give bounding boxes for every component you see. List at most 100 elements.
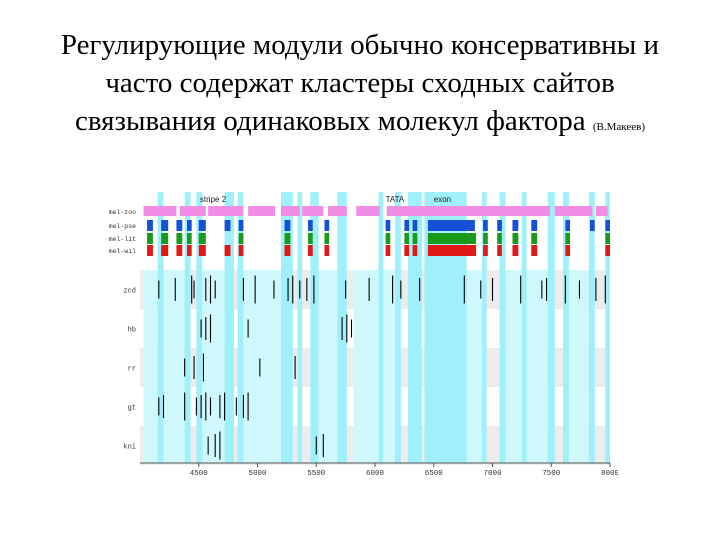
conserved-segment xyxy=(554,206,593,216)
title-line-3-text: связывания одинаковых молекул фактора xyxy=(75,105,586,137)
conserved-segment xyxy=(302,206,324,216)
conserved-segment xyxy=(238,233,244,244)
conserved-segment xyxy=(497,220,502,231)
annotation-label: stripe 2 xyxy=(200,195,227,204)
highlight-region xyxy=(184,192,191,463)
x-tick-label: 7500 xyxy=(542,470,561,478)
conserved-segment xyxy=(605,245,610,256)
x-tick-label: 6500 xyxy=(425,470,444,478)
factor-label: hb xyxy=(128,327,136,335)
highlight-region xyxy=(157,192,164,463)
conserved-segment xyxy=(224,220,231,231)
species-label: mel-wil xyxy=(109,248,136,255)
conserved-segment xyxy=(356,206,380,216)
light-region xyxy=(526,270,548,463)
light-region xyxy=(383,270,395,463)
light-region xyxy=(318,270,338,463)
conserved-segment xyxy=(161,233,169,244)
conserved-segment xyxy=(176,233,183,244)
conserved-segment xyxy=(565,233,571,244)
highlight-region xyxy=(588,192,595,463)
light-region xyxy=(202,270,225,463)
title-line-1: Регулирующие модули обычно консервативны… xyxy=(60,29,660,61)
factor-label: zcd xyxy=(123,288,136,296)
author-credit: (В.Макеев) xyxy=(592,121,645,133)
conserved-segment xyxy=(248,206,276,216)
conserved-segment xyxy=(147,233,153,244)
conserved-segment xyxy=(284,220,291,231)
highlight-region xyxy=(481,192,487,463)
highlight-region xyxy=(394,192,401,463)
light-region xyxy=(163,270,185,463)
factor-label: kni xyxy=(123,444,136,452)
conserved-segment xyxy=(143,206,177,216)
conserved-segment xyxy=(412,245,418,256)
conserved-segment xyxy=(385,233,391,244)
conserved-segment xyxy=(427,220,475,231)
x-tick-label: 4500 xyxy=(190,470,209,478)
conserved-segment xyxy=(427,233,477,244)
conserved-segment xyxy=(308,220,313,231)
conserved-segment xyxy=(147,220,153,231)
conserved-segment xyxy=(324,245,330,256)
conserved-segment xyxy=(198,220,206,231)
highlight-region xyxy=(237,192,244,463)
conserved-segment xyxy=(427,245,477,256)
x-tick-label: 5000 xyxy=(248,470,267,478)
conserved-segment xyxy=(483,233,488,244)
highlight-region xyxy=(310,192,319,463)
conserved-segment xyxy=(512,220,519,231)
conserved-segment xyxy=(531,245,538,256)
slide-title: Регулирующие модули обычно консервативны… xyxy=(0,26,720,146)
highlight-region xyxy=(297,192,303,463)
title-line-2: часто содержат кластеры сходных сайтов xyxy=(105,67,615,99)
species-label: mel-pse xyxy=(109,223,136,230)
conserved-segment xyxy=(412,220,418,231)
highlight-region xyxy=(499,192,506,463)
conserved-segment xyxy=(512,245,519,256)
conserved-segment xyxy=(404,245,410,256)
conserved-segment xyxy=(198,233,206,244)
factor-label: rr xyxy=(128,366,136,374)
conserved-segment xyxy=(595,206,608,216)
annotation-label: exon xyxy=(434,195,451,204)
light-region xyxy=(466,270,482,463)
highlight-region xyxy=(605,192,610,463)
conserved-segment xyxy=(224,245,231,256)
light-region xyxy=(505,270,522,463)
conserved-segment xyxy=(238,245,244,256)
species-label: mel-lit xyxy=(109,236,136,243)
conservation-figure: stripe 2 TATA exon mel-zoo mel-pse mel-lit mel… xyxy=(78,188,618,478)
conserved-segment xyxy=(308,245,313,256)
light-region xyxy=(568,270,589,463)
conserved-segment xyxy=(385,245,391,256)
x-tick-label: 6000 xyxy=(366,470,385,478)
conserved-segment xyxy=(284,233,291,244)
conserved-segment xyxy=(198,245,206,256)
conserved-segment xyxy=(328,206,347,216)
conserved-segment xyxy=(179,206,206,216)
light-region xyxy=(143,270,158,463)
conserved-segment xyxy=(161,220,169,231)
highlight-region xyxy=(563,192,569,463)
annotation-label: TATA xyxy=(386,195,405,204)
light-region xyxy=(243,270,281,463)
conserved-segment xyxy=(187,220,192,231)
conserved-segment xyxy=(565,245,571,256)
x-tick-label: 8000 xyxy=(601,470,618,478)
highlight-region xyxy=(224,192,234,463)
conserved-segment xyxy=(161,245,169,256)
conserved-segment xyxy=(324,233,330,244)
conserved-segment xyxy=(386,206,551,216)
conserved-segment xyxy=(605,220,610,231)
conserved-segment xyxy=(385,220,391,231)
conserved-segment xyxy=(412,233,418,244)
conserved-segment xyxy=(531,233,538,244)
conserved-segment xyxy=(483,245,488,256)
title-line-3: связывания одинаковых молекул фактора (В… xyxy=(0,102,720,146)
x-tick-label: 7000 xyxy=(483,470,502,478)
conserved-segment xyxy=(284,245,291,256)
conserved-segment xyxy=(281,206,300,216)
conserved-segment xyxy=(147,245,153,256)
species-label: mel-zoo xyxy=(109,209,136,216)
